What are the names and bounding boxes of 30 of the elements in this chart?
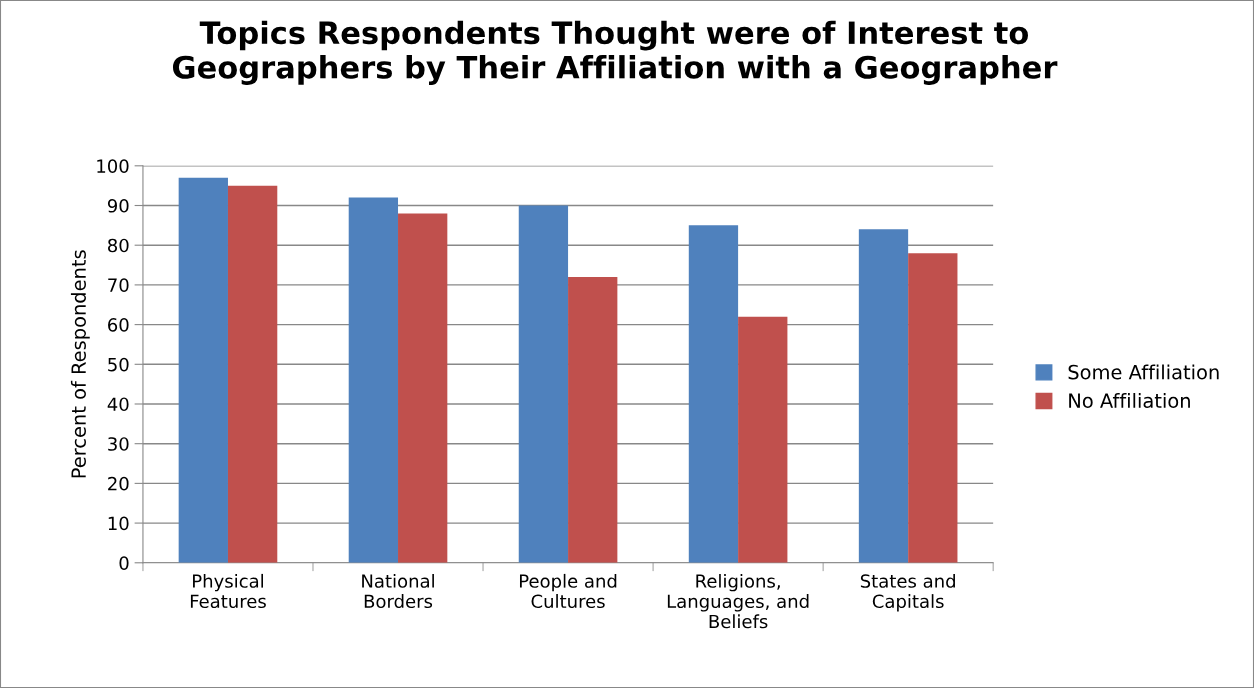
bar: [518, 205, 569, 563]
legend-label: No Affiliation: [1069, 392, 1190, 409]
y-tick-label: 80: [108, 238, 129, 253]
legend-label: Some Affiliation: [1068, 364, 1219, 380]
y-tick-label: 60: [108, 318, 129, 332]
y-tick-label: 0: [119, 556, 129, 570]
bar: [568, 276, 618, 563]
bar: [348, 197, 399, 563]
chart-title: Topics Respondents Thought were of Interest to Geographers by Their Affiliation with a Geographer: [172, 20, 1058, 85]
x-tick-label: Physical Features: [190, 573, 266, 609]
bar: [738, 316, 788, 563]
y-tick-label: 90: [107, 198, 129, 213]
y-tick-label: 10: [108, 516, 129, 531]
y-axis-title: Percent of Respondents: [70, 250, 90, 478]
y-tick-label: 50: [108, 357, 129, 372]
x-tick-label: Religions, Languages, and Beliefs: [667, 573, 809, 629]
y-tick-label: 70: [108, 278, 129, 293]
x-tick-label: People and Cultures: [519, 573, 617, 609]
bar: [178, 177, 228, 563]
y-tick-label: 30: [108, 437, 129, 451]
bar: [858, 229, 909, 563]
bar: [227, 185, 278, 563]
x-tick-label: National Borders: [362, 573, 434, 609]
bar: [908, 253, 958, 563]
x-tick-label: States and Capitals: [860, 573, 955, 612]
y-tick-label: 40: [107, 397, 129, 412]
bar: [398, 213, 448, 563]
bar: [688, 225, 739, 563]
y-tick-label: 100: [97, 159, 129, 173]
y-tick-label: 20: [108, 476, 129, 491]
